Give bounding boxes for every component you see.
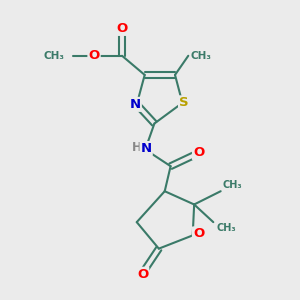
Text: H: H: [132, 141, 142, 154]
Text: N: N: [130, 98, 141, 111]
Text: O: O: [193, 227, 204, 240]
Text: CH₃: CH₃: [190, 51, 212, 61]
Text: CH₃: CH₃: [222, 180, 242, 190]
Text: O: O: [193, 146, 204, 159]
Text: O: O: [116, 22, 128, 35]
Text: CH₃: CH₃: [44, 51, 64, 61]
Text: CH₃: CH₃: [216, 223, 236, 233]
Text: N: N: [141, 142, 152, 155]
Text: O: O: [88, 49, 100, 62]
Text: S: S: [179, 96, 189, 110]
Text: O: O: [137, 268, 148, 281]
